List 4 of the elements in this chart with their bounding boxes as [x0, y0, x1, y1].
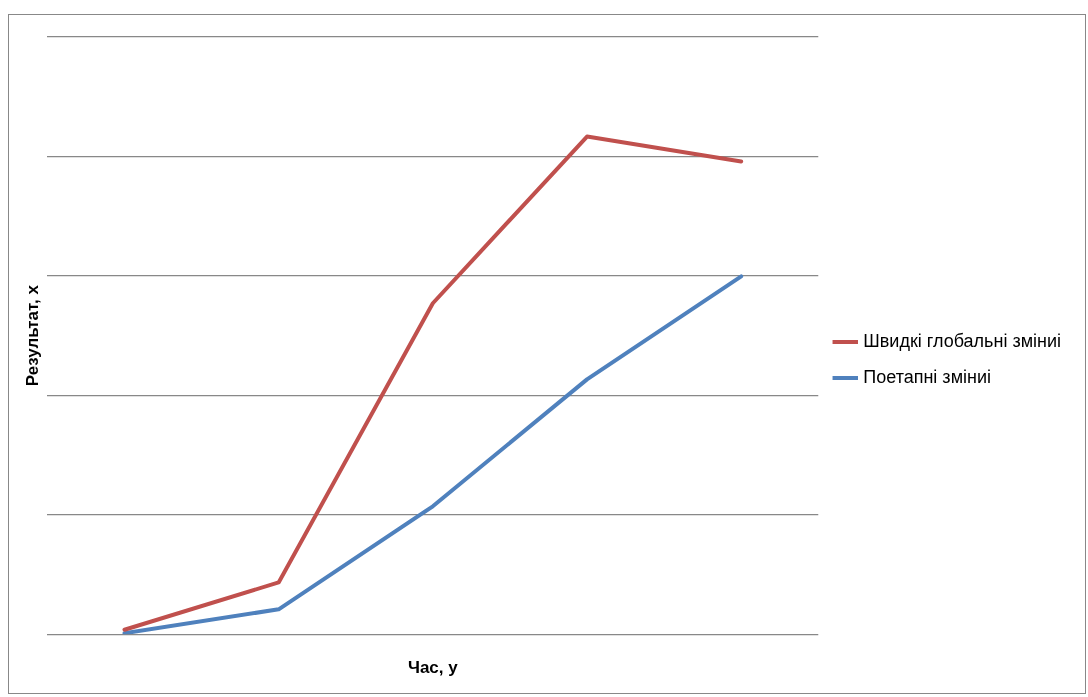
legend-label: Швидкі глобальні зміниі	[863, 330, 1062, 351]
legend-label: Поетапні зміниі	[863, 366, 992, 387]
x-axis-title: Час, y	[407, 658, 459, 678]
y-axis-title: Результат, x	[22, 284, 42, 387]
